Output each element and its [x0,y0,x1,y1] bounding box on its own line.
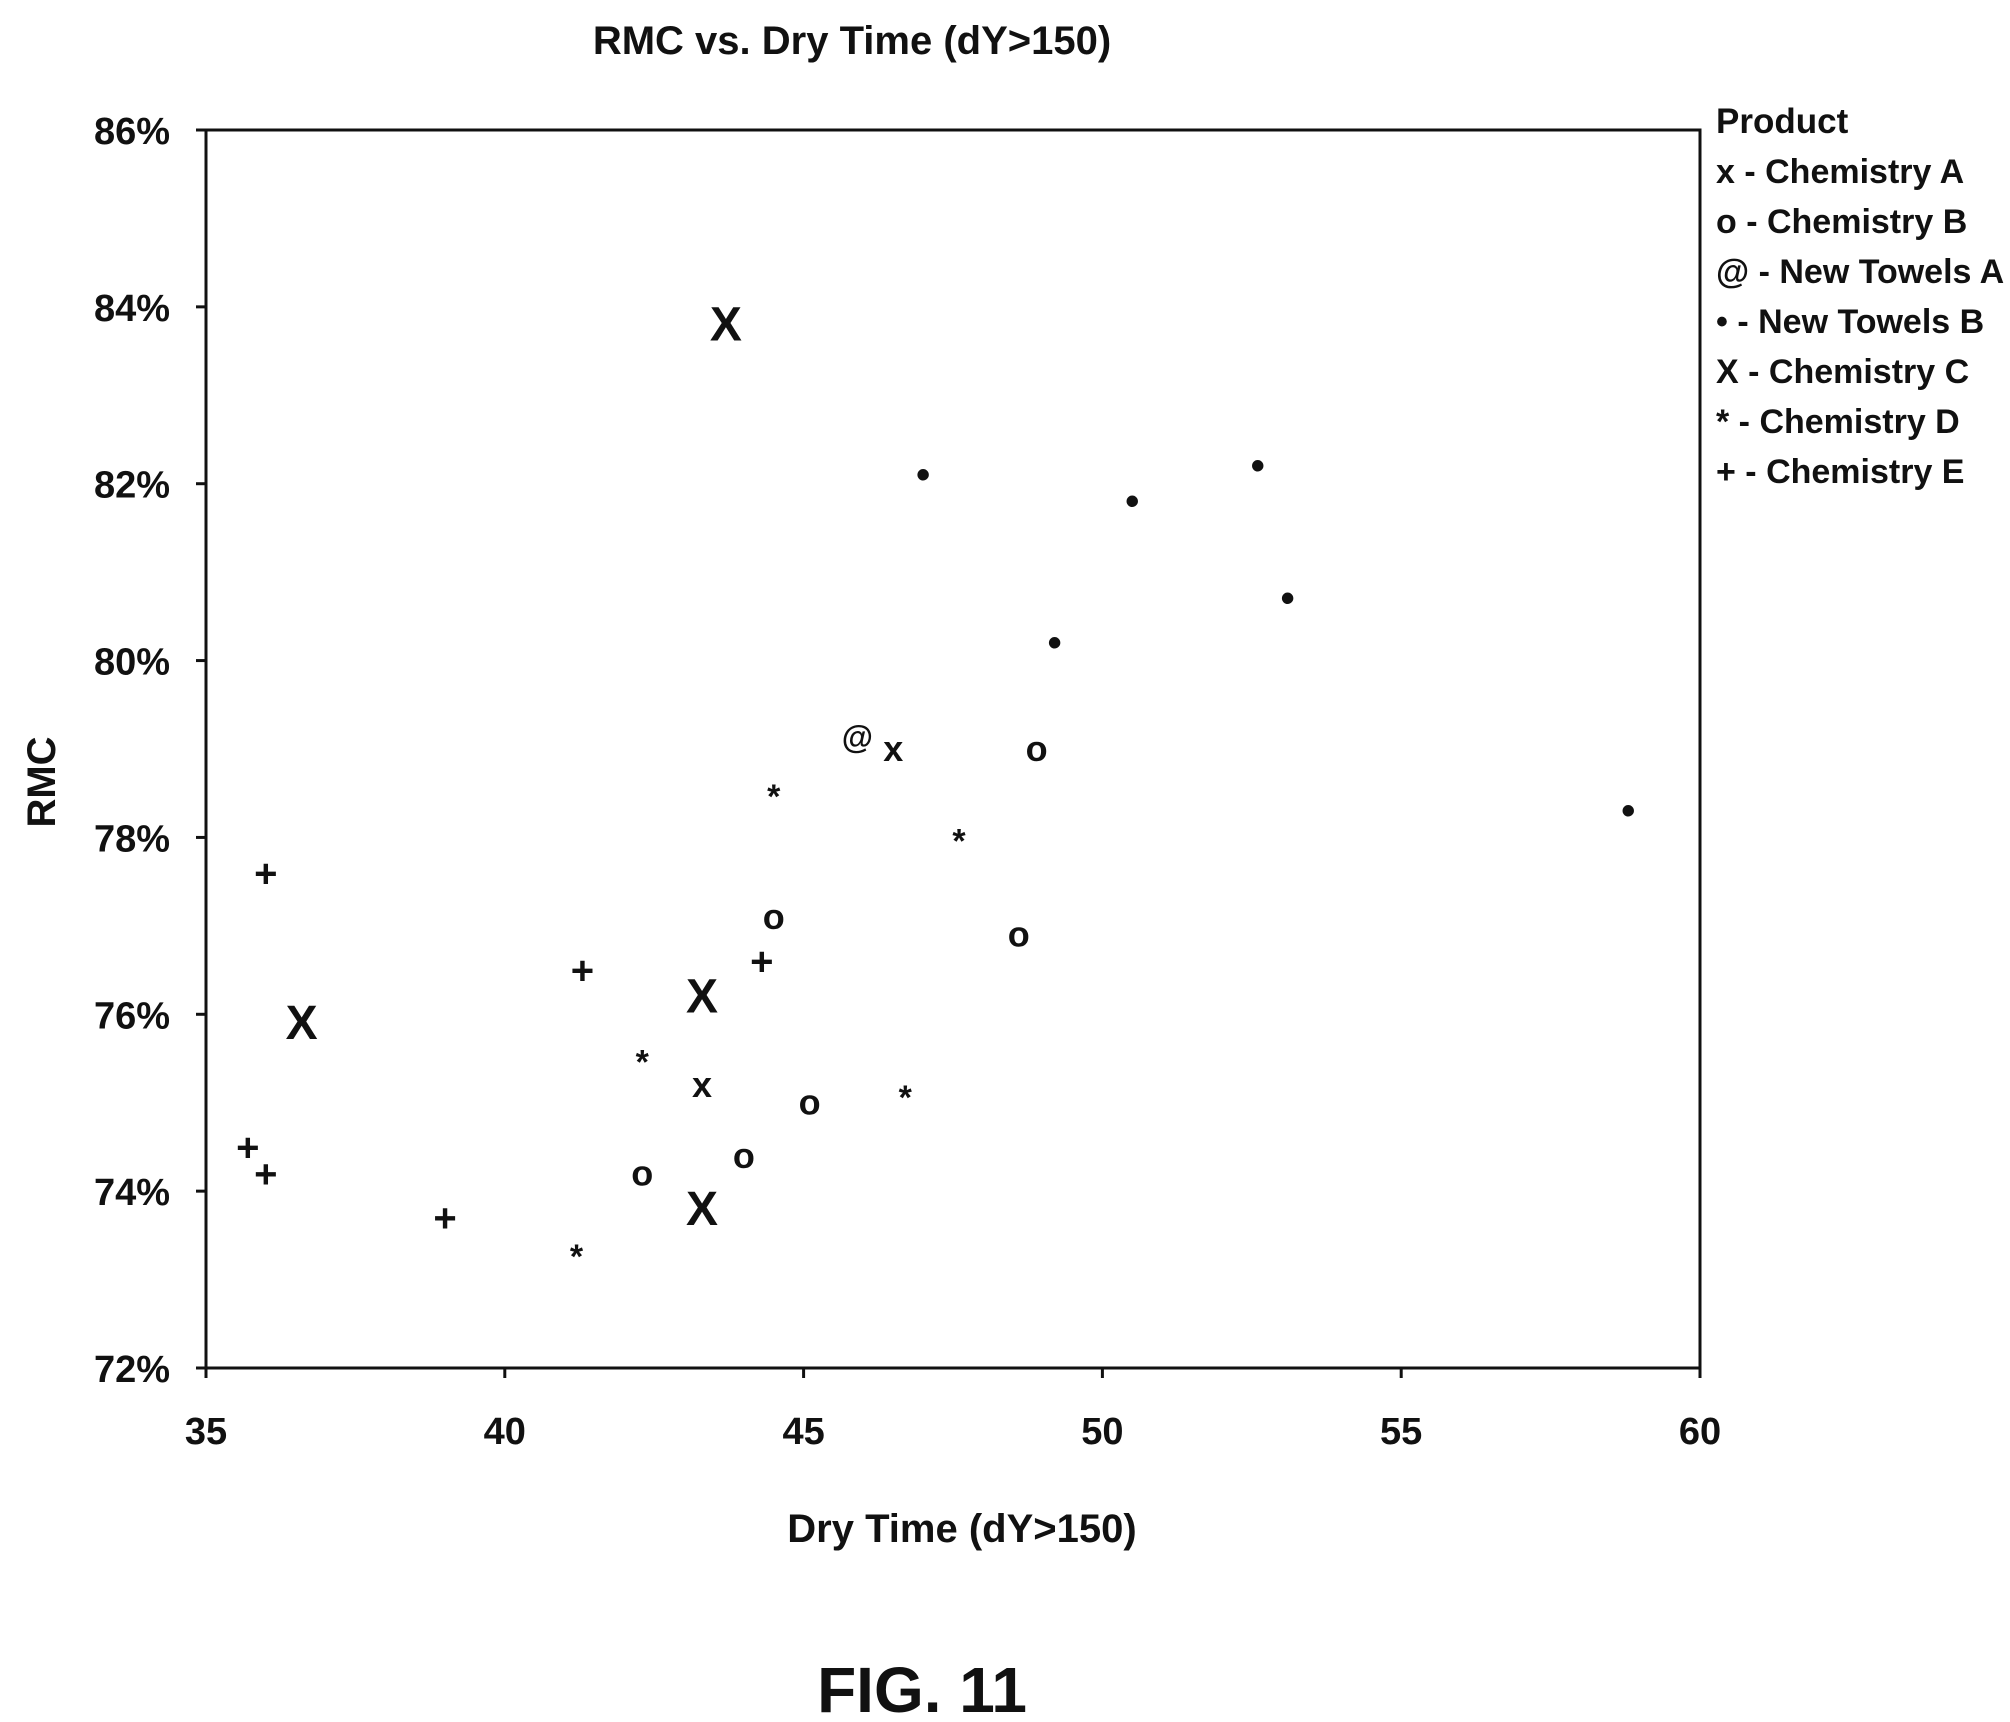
point-chemistry-c: X [686,1183,718,1236]
point-new-towels-b: • [1281,577,1295,621]
point-chemistry-e: + [750,940,773,984]
point-chemistry-c: X [710,299,742,352]
point-chemistry-b: o [1008,914,1030,955]
point-chemistry-e: + [433,1197,456,1241]
y-tick-label: 86% [94,111,170,153]
legend-title: Product [1716,102,1849,141]
chart-title: RMC vs. Dry Time (dY>150) [593,19,1111,63]
point-new-towels-b: • [1125,479,1139,523]
point-chemistry-a: x [692,1064,712,1105]
legend-entry: • - New Towels B [1716,303,1984,341]
point-chemistry-b: o [799,1082,821,1123]
point-chemistry-d: * [636,1044,650,1082]
legend-entry: @ - New Towels A [1716,253,2004,291]
point-chemistry-d: * [899,1079,913,1117]
point-chemistry-e: + [254,1152,277,1196]
x-tick-label: 55 [1380,1411,1422,1453]
point-chemistry-b: o [763,896,785,937]
legend-entry: X - Chemistry C [1716,353,1969,391]
figure-label: FIG. 11 [817,1654,1027,1722]
point-chemistry-b: o [733,1135,755,1176]
point-chemistry-d: * [767,778,781,816]
y-tick-label: 78% [94,818,170,860]
y-axis-label: RMC [20,736,64,827]
point-chemistry-c: X [686,971,718,1024]
point-new-towels-a: @ [842,719,873,755]
point-new-towels-b: • [1251,444,1265,488]
point-chemistry-b: o [1026,728,1048,769]
point-new-towels-b: • [1048,621,1062,665]
legend-entry: + - Chemistry E [1716,453,1964,491]
y-tick-label: 84% [94,288,170,330]
y-tick-label: 82% [94,465,170,507]
y-tick-label: 80% [94,642,170,684]
legend-entry: * - Chemistry D [1716,403,1960,441]
point-chemistry-e: + [254,852,277,896]
x-tick-label: 40 [484,1411,526,1453]
x-tick-label: 35 [185,1411,227,1453]
point-chemistry-c: X [286,997,318,1050]
point-chemistry-a: x [883,728,903,769]
x-axis: 35 40 45 50 55 60 [185,1368,1721,1453]
y-tick-label: 72% [94,1349,170,1391]
legend-entry: o - Chemistry B [1716,203,1967,241]
point-chemistry-e: + [571,949,594,993]
x-tick-label: 45 [782,1411,824,1453]
legend-entry: x - Chemistry A [1716,153,1964,191]
point-chemistry-d: * [952,822,966,860]
x-tick-label: 60 [1679,1411,1721,1453]
plot-area [204,128,1702,1370]
point-new-towels-b: • [916,453,930,497]
y-tick-label: 74% [94,1172,170,1214]
point-chemistry-d: * [570,1238,584,1276]
y-tick-label: 76% [94,995,170,1037]
y-axis: 72% 74% 76% 78% 80% 82% 84% 86% [94,111,206,1391]
legend: Product x - Chemistry A o - Chemistry B @ … [1716,102,2004,491]
x-axis-label: Dry Time (dY>150) [787,1507,1136,1551]
point-chemistry-e: + [236,1126,259,1170]
point-chemistry-b: o [631,1152,653,1193]
x-tick-label: 50 [1081,1411,1123,1453]
point-new-towels-b: • [1621,789,1635,833]
